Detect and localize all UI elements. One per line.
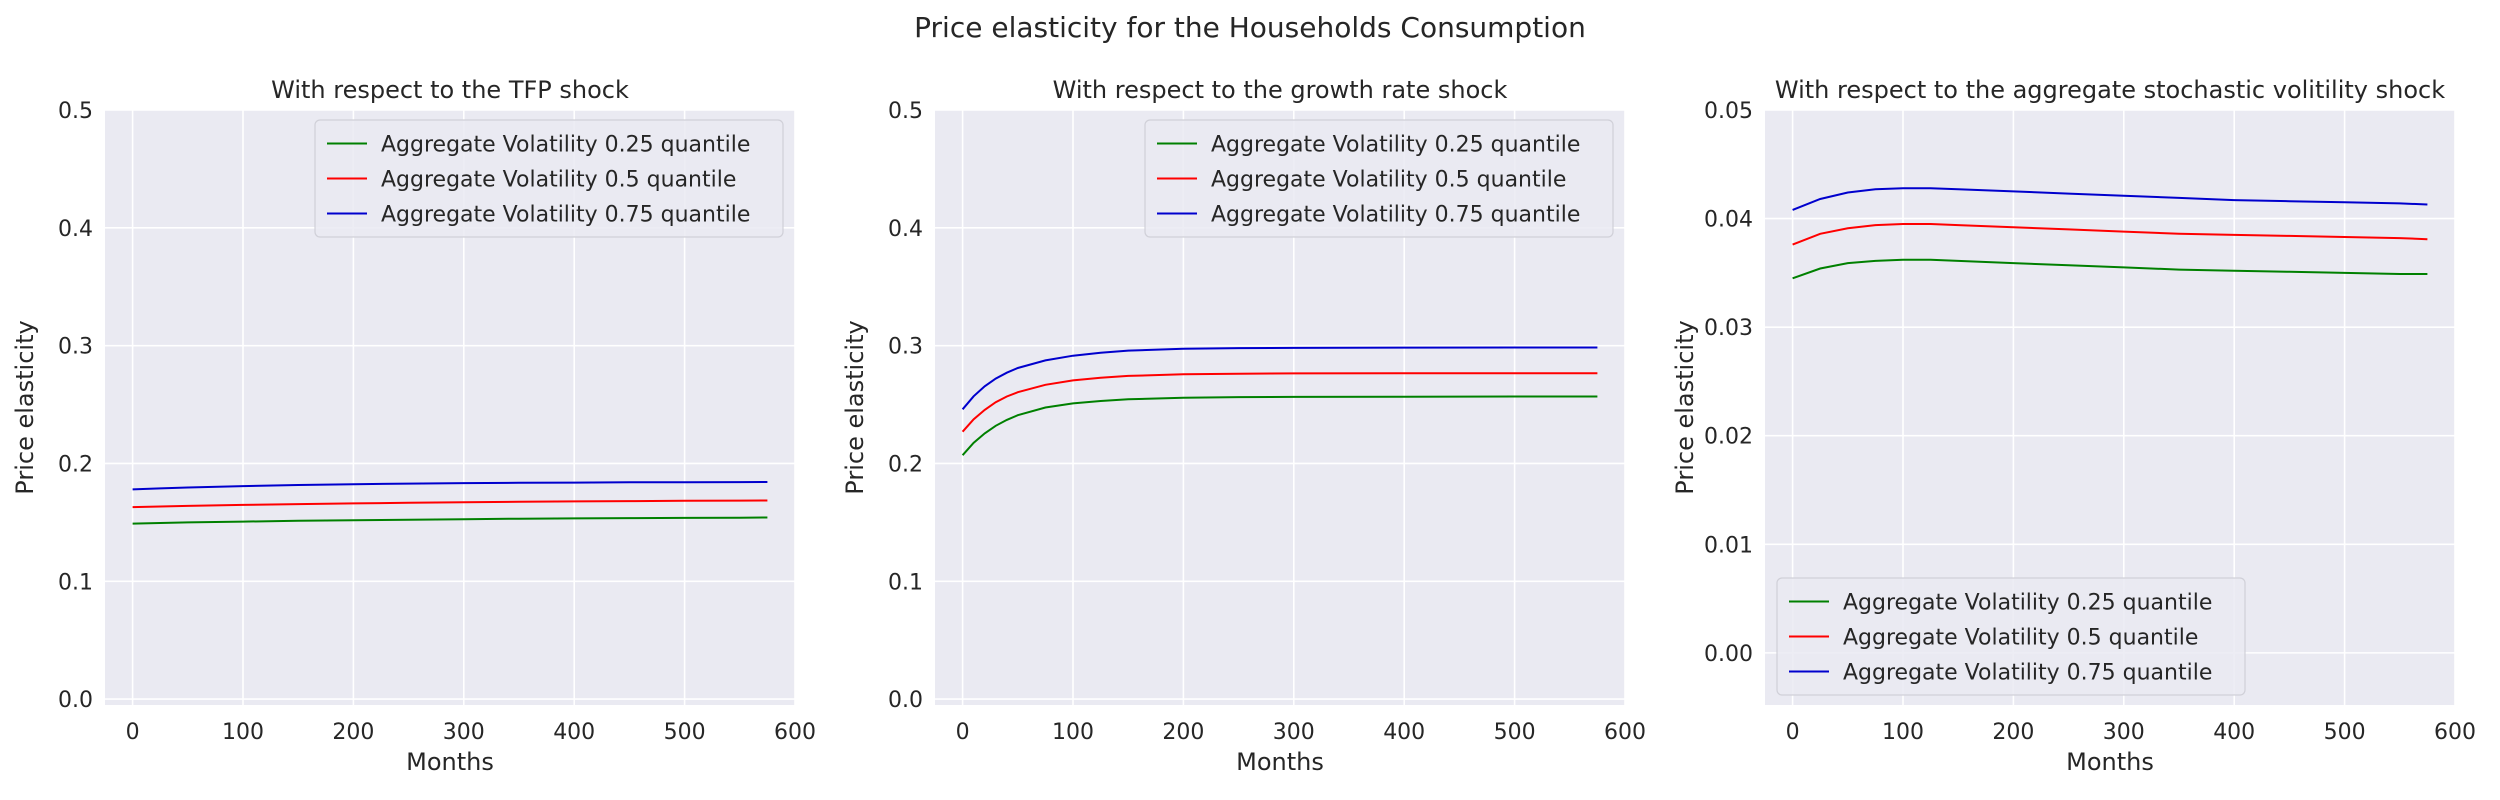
legend: Aggregate Volatility 0.25 quantile Aggreg… bbox=[314, 119, 784, 238]
series-line-2 bbox=[132, 499, 768, 509]
legend-label: Aggregate Volatility 0.75 quantile bbox=[381, 203, 750, 228]
y-tick-label: 0.3 bbox=[58, 335, 93, 360]
y-tick-label: 0.2 bbox=[58, 452, 93, 477]
subplot-2: 0 100 200 300 400 500 600 0.0 0.1 0.2 0.3 0.4 0.5 Mon… bbox=[841, 76, 1646, 776]
x-axis-label: Months bbox=[1236, 748, 1324, 776]
x-tick-label: 500 bbox=[664, 720, 706, 745]
legend-label: Aggregate Volatility 0.5 quantile bbox=[1843, 626, 2198, 651]
y-tick-label: 0.01 bbox=[1704, 533, 1753, 558]
x-tick-label: 0 bbox=[1786, 720, 1800, 745]
legend-label: Aggregate Volatility 0.25 quantile bbox=[381, 133, 750, 158]
y-tick-label: 0.5 bbox=[58, 99, 93, 124]
x-tick-label: 200 bbox=[332, 720, 374, 745]
y-axis-label: Price elasticity bbox=[841, 320, 869, 494]
y-tick-label: 0.02 bbox=[1704, 425, 1753, 450]
legend-box bbox=[1144, 119, 1614, 238]
y-tick-label: 0.5 bbox=[888, 99, 923, 124]
legend-box bbox=[1776, 577, 2246, 696]
series-line-2 bbox=[961, 372, 1598, 433]
subplot-3: 0 100 200 300 400 500 600 0.00 0.01 0.02 0.03 0.04 0… bbox=[1671, 76, 2476, 776]
y-tick-label: 0.04 bbox=[1704, 208, 1753, 233]
legend-label: Aggregate Volatility 0.5 quantile bbox=[381, 168, 736, 193]
subplot-title: With respect to the aggregate stochastic… bbox=[1775, 76, 2445, 104]
y-tick-label: 0.0 bbox=[888, 688, 923, 713]
legend-label: Aggregate Volatility 0.5 quantile bbox=[1211, 168, 1566, 193]
x-tick-label: 300 bbox=[443, 720, 485, 745]
y-axis-label: Price elasticity bbox=[11, 320, 39, 494]
figure-title: Price elasticity for the Households Cons… bbox=[914, 11, 1586, 44]
y-tick-label: 0.03 bbox=[1704, 316, 1753, 341]
x-tick-label: 100 bbox=[1882, 720, 1924, 745]
subplot-1: 0 100 200 300 400 500 600 0.0 0.1 0.2 0.3 0.4 0.5 Mon… bbox=[11, 76, 816, 776]
x-tick-label: 200 bbox=[1162, 720, 1204, 745]
series-line-3 bbox=[132, 481, 768, 491]
x-tick-label: 0 bbox=[956, 720, 970, 745]
subplot-title: With respect to the growth rate shock bbox=[1053, 76, 1508, 104]
legend-label: Aggregate Volatility 0.25 quantile bbox=[1211, 133, 1580, 158]
x-tick-label: 400 bbox=[1383, 720, 1425, 745]
y-axis-label: Price elasticity bbox=[1671, 320, 1699, 494]
legend: Aggregate Volatility 0.25 quantile Aggreg… bbox=[1144, 119, 1614, 238]
y-tick-label: 0.2 bbox=[888, 452, 923, 477]
y-tick-label: 0.1 bbox=[58, 570, 93, 595]
y-tick-label: 0.05 bbox=[1704, 99, 1753, 124]
x-tick-label: 100 bbox=[1052, 720, 1094, 745]
series-line-1 bbox=[132, 516, 768, 525]
x-axis-label: Months bbox=[406, 748, 494, 776]
x-tick-label: 500 bbox=[1494, 720, 1536, 745]
x-tick-label: 400 bbox=[2213, 720, 2255, 745]
legend-label: Aggregate Volatility 0.25 quantile bbox=[1843, 591, 2212, 616]
x-tick-label: 300 bbox=[1273, 720, 1315, 745]
series-line-3 bbox=[961, 346, 1598, 410]
x-tick-label: 600 bbox=[1604, 720, 1646, 745]
y-tick-label: 0.4 bbox=[888, 217, 923, 242]
series-line-1 bbox=[961, 395, 1598, 456]
y-tick-label: 0.3 bbox=[888, 335, 923, 360]
subplot-title: With respect to the TFP shock bbox=[271, 76, 629, 104]
y-tick-label: 0.1 bbox=[888, 570, 923, 595]
legend-label: Aggregate Volatility 0.75 quantile bbox=[1211, 203, 1580, 228]
x-tick-label: 600 bbox=[774, 720, 816, 745]
y-tick-label: 0.0 bbox=[58, 688, 93, 713]
series-line-1 bbox=[1792, 258, 2428, 280]
x-tick-label: 600 bbox=[2434, 720, 2476, 745]
series-line-3 bbox=[1792, 187, 2428, 211]
x-tick-label: 200 bbox=[1992, 720, 2034, 745]
x-tick-label: 0 bbox=[126, 720, 140, 745]
x-tick-label: 500 bbox=[2324, 720, 2366, 745]
y-tick-label: 0.4 bbox=[58, 217, 93, 242]
series-line-2 bbox=[1792, 223, 2428, 246]
x-tick-label: 400 bbox=[553, 720, 595, 745]
legend: Aggregate Volatility 0.25 quantile Aggreg… bbox=[1776, 577, 2246, 696]
x-axis-label: Months bbox=[2066, 748, 2154, 776]
legend-box bbox=[314, 119, 784, 238]
y-tick-label: 0.00 bbox=[1704, 642, 1753, 667]
x-tick-label: 100 bbox=[222, 720, 264, 745]
legend-label: Aggregate Volatility 0.75 quantile bbox=[1843, 661, 2212, 686]
x-tick-label: 300 bbox=[2103, 720, 2145, 745]
panels: 0 100 200 300 400 500 600 0.0 0.1 0.2 0.3 0.4 0.5 Mon… bbox=[11, 76, 2476, 776]
